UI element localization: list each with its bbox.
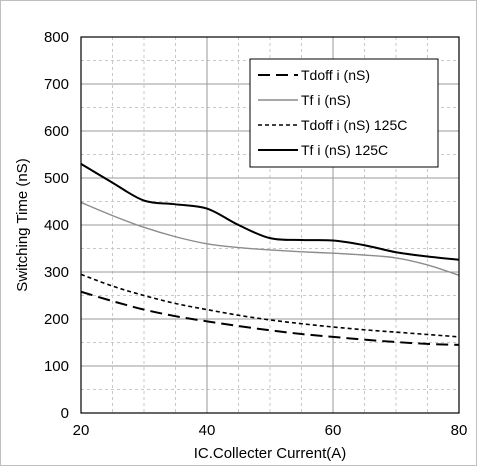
legend-label: Tdoff i (nS)	[301, 67, 370, 83]
y-tick-label: 400	[44, 217, 69, 234]
plot-area-border	[80, 36, 460, 414]
y-tick-label: 0	[61, 405, 69, 422]
y-axis-title: Switching Time (nS)	[14, 158, 31, 291]
y-tick-label: 800	[44, 29, 69, 46]
x-tick-label: 40	[199, 422, 216, 439]
y-tick-label: 500	[44, 170, 69, 187]
series-line-4	[80, 163, 460, 261]
y-tick-label: 300	[44, 264, 69, 281]
series-line-2	[80, 201, 460, 276]
legend-label: Tf i (nS) 125C	[301, 142, 388, 158]
legend-item: Tdoff i (nS) 125C	[258, 117, 407, 133]
legend-item: Tf i (nS) 125C	[258, 142, 388, 158]
legend-item: Tdoff i (nS)	[258, 67, 370, 83]
x-tick-label: 60	[325, 422, 342, 439]
series-line-1	[80, 290, 460, 346]
legend: Tdoff i (nS) Tf i (nS) Tdoff i (nS) 125C Tf…	[249, 58, 439, 168]
legend-label: Tdoff i (nS) 125C	[301, 117, 407, 133]
series-lines	[80, 163, 460, 346]
x-axis-title: IC.Collecter Current(A)	[194, 445, 347, 462]
x-tick-label: 80	[451, 422, 468, 439]
x-tick-label: 20	[73, 422, 90, 439]
series-line-3	[80, 273, 460, 338]
legend-item: Tf i (nS)	[258, 92, 351, 108]
y-tick-label: 200	[44, 311, 69, 328]
y-tick-label: 700	[44, 76, 69, 93]
y-tick-label: 100	[44, 358, 69, 375]
y-tick-label: 600	[44, 123, 69, 140]
legend-label: Tf i (nS)	[301, 92, 351, 108]
